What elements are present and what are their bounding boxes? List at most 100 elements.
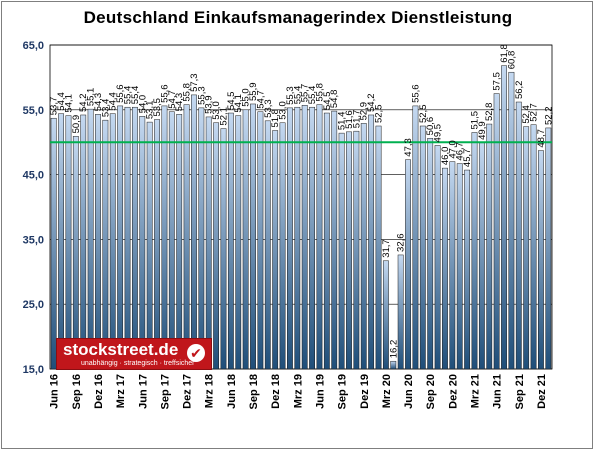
x-tick-label: Mrz 18 xyxy=(204,374,216,408)
data-label: 55,1 xyxy=(86,88,97,107)
y-tick-label: 25,0 xyxy=(23,299,44,311)
data-label: 53,4 xyxy=(100,99,111,118)
data-label: 60,8 xyxy=(506,51,517,70)
data-label: 51,7 xyxy=(351,110,362,129)
data-label: 53,9 xyxy=(204,95,215,114)
bar xyxy=(227,112,234,370)
data-label: 51,6 xyxy=(344,110,355,129)
x-tick-label: Mrz 21 xyxy=(469,374,481,408)
data-label: 55,6 xyxy=(159,84,170,103)
data-label: 51,8 xyxy=(270,109,281,128)
bar xyxy=(80,114,87,370)
bar xyxy=(146,121,153,370)
bar xyxy=(390,360,397,370)
bar xyxy=(368,114,375,370)
bar xyxy=(338,132,345,370)
x-tick-label: Dez 19 xyxy=(359,374,371,409)
bar xyxy=(95,114,101,370)
data-label: 50,6 xyxy=(425,117,436,136)
data-label: 45,7 xyxy=(462,149,473,168)
data-label: 54,1 xyxy=(233,94,244,113)
x-tick-label: Sep 17 xyxy=(159,374,171,409)
bar xyxy=(161,105,168,370)
x-tick-label: Mrz 20 xyxy=(381,374,393,408)
bar xyxy=(87,108,94,370)
logo-tagline: unabhängig · strategisch · treffsicher xyxy=(81,360,195,367)
data-label: 56,2 xyxy=(514,81,525,100)
data-label: 55,4 xyxy=(123,86,134,105)
data-label: 54,2 xyxy=(78,93,89,112)
bar xyxy=(242,109,249,370)
bar xyxy=(287,107,293,370)
data-label: 54,5 xyxy=(226,92,237,111)
bar xyxy=(412,105,419,370)
x-tick-label: Dez 20 xyxy=(447,374,459,409)
x-axis: Jun 16 Sep 16 Dez 16 Mrz 17 Jun 17 Sep 17 Dez … xyxy=(49,374,548,409)
bar xyxy=(419,125,426,370)
data-label: 55,3 xyxy=(285,86,296,105)
x-tick-label: Jun 18 xyxy=(226,374,238,409)
data-label: 54,1 xyxy=(63,94,74,113)
data-label: 52,7 xyxy=(529,103,540,122)
data-label: 47,0 xyxy=(447,140,458,159)
bar xyxy=(65,115,72,370)
data-label: 55,4 xyxy=(307,86,318,105)
bar xyxy=(117,105,124,370)
x-tick-label: Sep 21 xyxy=(514,374,526,409)
data-label: 52,8 xyxy=(484,103,495,122)
y-tick-label: 55,0 xyxy=(23,105,44,117)
bar xyxy=(331,110,338,370)
data-label: 46,7 xyxy=(455,142,466,161)
y-tick-label: 35,0 xyxy=(23,234,44,246)
data-label: 54,0 xyxy=(137,95,148,114)
bar xyxy=(50,117,57,370)
data-label: 52,9 xyxy=(359,102,370,121)
bar xyxy=(139,116,146,370)
y-axis: 15,0 25,0 35,0 45,0 55,0 65,0 xyxy=(23,40,44,376)
bar xyxy=(198,107,205,370)
bar xyxy=(493,93,500,370)
bar xyxy=(58,113,64,370)
bar xyxy=(264,120,271,370)
bar xyxy=(530,124,537,370)
bar xyxy=(191,94,197,370)
data-label: 49,5 xyxy=(433,124,444,143)
bar xyxy=(301,105,308,370)
bar xyxy=(109,113,116,370)
bar xyxy=(449,161,456,370)
y-tick-label: 45,0 xyxy=(23,170,44,182)
bar xyxy=(442,167,448,370)
data-label: 55,6 xyxy=(410,84,421,103)
bar xyxy=(515,101,522,370)
bar xyxy=(176,114,183,370)
stockstreet-logo: stockstreet.de unabhängig · strategisch … xyxy=(56,338,212,370)
data-label: 53,7 xyxy=(49,97,60,116)
data-label: 53,5 xyxy=(152,98,163,117)
data-label: 54,7 xyxy=(255,90,266,109)
data-label: 54,7 xyxy=(167,90,178,109)
bar xyxy=(464,169,471,370)
bar xyxy=(272,130,279,370)
data-label: 55,8 xyxy=(182,83,193,102)
bar xyxy=(456,163,463,370)
bar xyxy=(294,106,301,370)
data-label: 54,2 xyxy=(366,93,377,112)
bar xyxy=(316,104,323,370)
data-label: 54,3 xyxy=(174,93,185,112)
data-label: 16,2 xyxy=(388,340,399,359)
data-label: 46,0 xyxy=(440,147,451,166)
bar xyxy=(486,123,493,370)
data-label: 52,4 xyxy=(521,105,532,124)
data-label: 54,3 xyxy=(93,93,104,112)
data-label: 55,4 xyxy=(292,86,303,105)
bar xyxy=(205,116,212,370)
bar xyxy=(183,104,190,370)
data-label: 52,5 xyxy=(418,105,429,124)
check-icon: ✔ xyxy=(187,344,205,362)
data-label: 50,9 xyxy=(71,115,82,134)
data-label: 57,3 xyxy=(189,73,200,92)
bar xyxy=(501,65,507,370)
data-label-layer: 53,754,454,150,954,255,154,353,454,455,6… xyxy=(49,44,555,358)
data-label: 55,6 xyxy=(115,84,126,103)
data-label: 53,0 xyxy=(211,101,222,120)
